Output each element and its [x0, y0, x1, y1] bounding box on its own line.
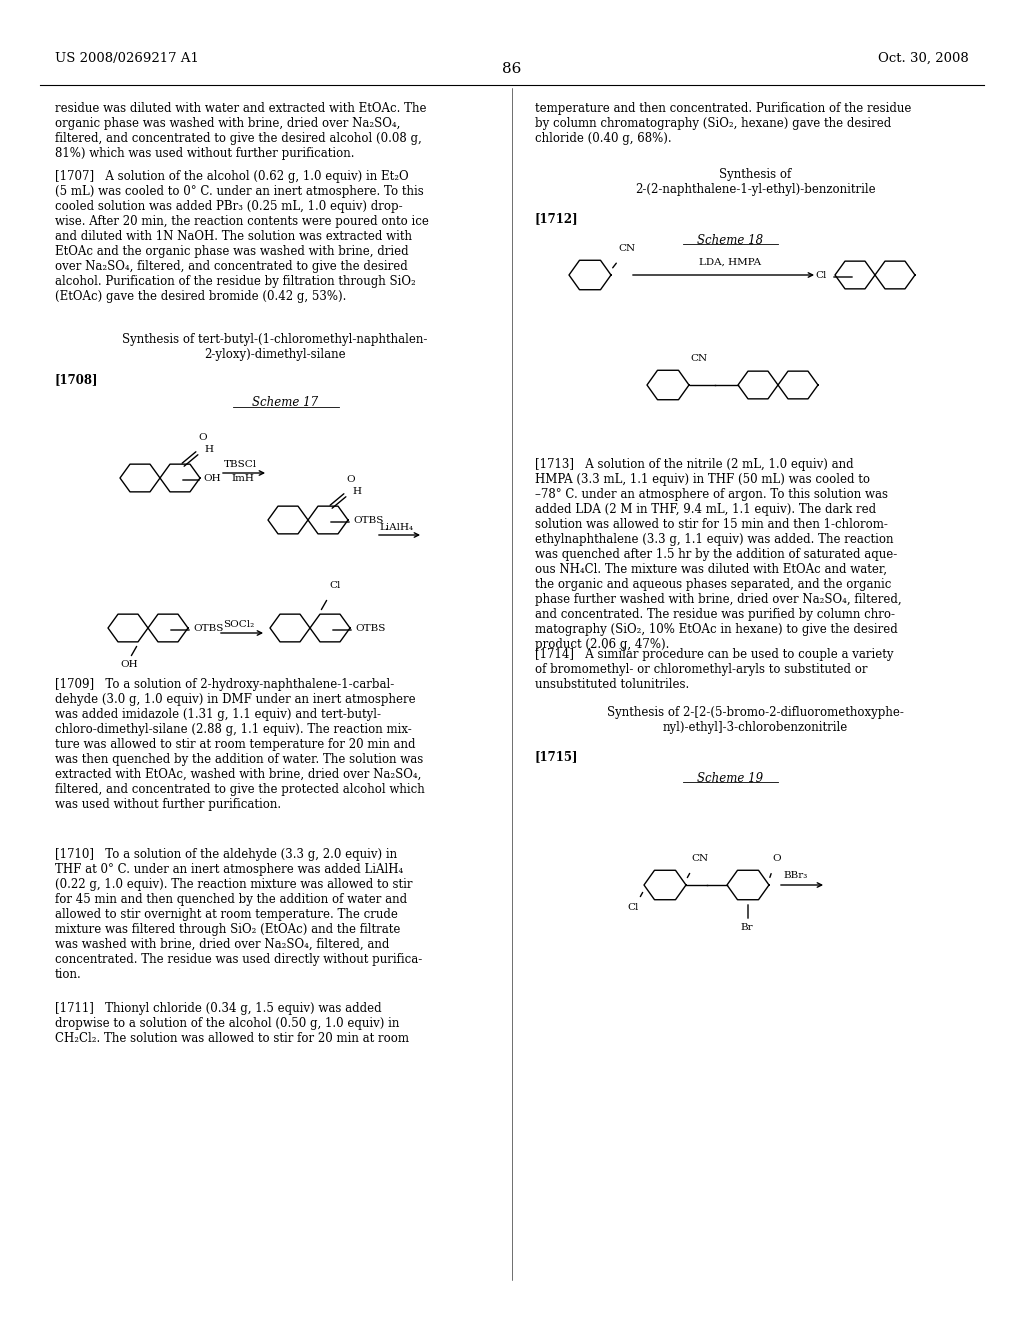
Text: Cl: Cl [815, 271, 826, 280]
Text: [1713]   A solution of the nitrile (2 mL, 1.0 equiv) and
HMPA (3.3 mL, 1.1 equiv: [1713] A solution of the nitrile (2 mL, … [535, 458, 901, 651]
Text: Scheme 17: Scheme 17 [252, 396, 318, 409]
Text: LiAlH₄: LiAlH₄ [379, 523, 413, 532]
Text: 86: 86 [503, 62, 521, 77]
Text: OTBS: OTBS [355, 624, 385, 634]
Text: [1708]: [1708] [55, 374, 98, 385]
Text: O: O [772, 854, 780, 863]
Text: [1712]: [1712] [535, 213, 579, 224]
Text: [1710]   To a solution of the aldehyde (3.3 g, 2.0 equiv) in
THF at 0° C. under : [1710] To a solution of the aldehyde (3.… [55, 847, 422, 981]
Text: [1715]: [1715] [535, 750, 579, 763]
Text: [1714]   A similar procedure can be used to couple a variety
of bromomethyl- or : [1714] A similar procedure can be used t… [535, 648, 894, 690]
Text: residue was diluted with water and extracted with EtOAc. The
organic phase was w: residue was diluted with water and extra… [55, 102, 427, 160]
Text: Br: Br [740, 923, 753, 932]
Text: Oct. 30, 2008: Oct. 30, 2008 [879, 51, 969, 65]
Text: H: H [352, 487, 361, 496]
Text: H: H [204, 446, 213, 454]
Text: OTBS: OTBS [193, 624, 223, 634]
Text: BBr₃: BBr₃ [783, 871, 807, 880]
Text: OH: OH [203, 474, 220, 483]
Text: CN: CN [618, 244, 635, 253]
Text: CN: CN [690, 354, 708, 363]
Text: O: O [346, 475, 354, 484]
Text: Scheme 18: Scheme 18 [697, 234, 763, 247]
Text: TBSCl: TBSCl [224, 459, 257, 469]
Text: [1707]   A solution of the alcohol (0.62 g, 1.0 equiv) in Et₂O
(5 mL) was cooled: [1707] A solution of the alcohol (0.62 g… [55, 170, 429, 304]
Text: US 2008/0269217 A1: US 2008/0269217 A1 [55, 51, 199, 65]
Text: SOCl₂: SOCl₂ [223, 620, 254, 630]
Text: LDA, HMPA: LDA, HMPA [699, 257, 761, 267]
Text: Cl: Cl [329, 581, 340, 590]
Text: Synthesis of 2-[2-(5-bromo-2-difluoromethoxyphe-
nyl)-ethyl]-3-chlorobenzonitril: Synthesis of 2-[2-(5-bromo-2-difluoromet… [606, 706, 903, 734]
Text: Cl: Cl [627, 903, 638, 912]
Text: OTBS: OTBS [353, 516, 383, 525]
Text: Synthesis of tert-butyl-(1-chloromethyl-naphthalen-
2-yloxy)-dimethyl-silane: Synthesis of tert-butyl-(1-chloromethyl-… [122, 333, 428, 360]
Text: Scheme 19: Scheme 19 [697, 772, 763, 785]
Text: [1709]   To a solution of 2-hydroxy-naphthalene-1-carbal-
dehyde (3.0 g, 1.0 equ: [1709] To a solution of 2-hydroxy-naphth… [55, 678, 425, 810]
Text: [1711]   Thionyl chloride (0.34 g, 1.5 equiv) was added
dropwise to a solution o: [1711] Thionyl chloride (0.34 g, 1.5 equ… [55, 1002, 409, 1045]
Text: temperature and then concentrated. Purification of the residue
by column chromat: temperature and then concentrated. Purif… [535, 102, 911, 145]
Text: CN: CN [691, 854, 709, 863]
Text: Synthesis of
2-(2-naphthalene-1-yl-ethyl)-benzonitrile: Synthesis of 2-(2-naphthalene-1-yl-ethyl… [635, 168, 876, 195]
Text: OH: OH [120, 660, 137, 669]
Text: O: O [198, 433, 207, 442]
Text: ImH: ImH [231, 474, 254, 483]
